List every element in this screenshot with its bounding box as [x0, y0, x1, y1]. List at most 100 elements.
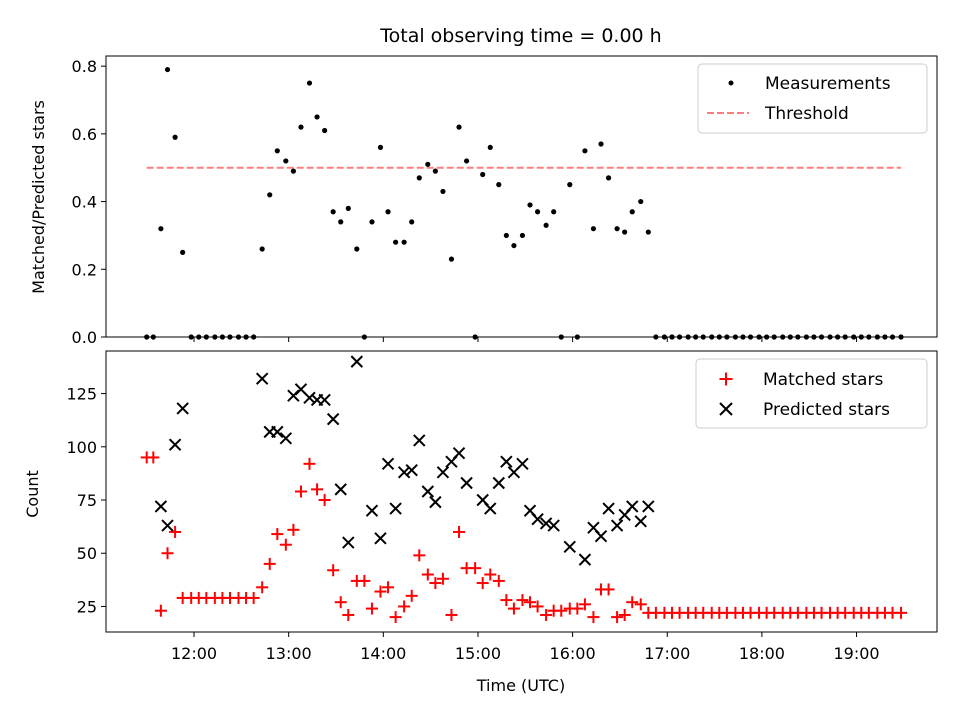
measurement-point: [582, 148, 588, 154]
matched-point: [263, 557, 276, 570]
predicted-point: [318, 393, 331, 407]
ratio-panel: Total observing time = 0.00 h Matched/Pr…: [29, 25, 938, 347]
measurement-point: [345, 205, 351, 211]
y-tick-label: 100: [66, 438, 97, 457]
matched-point: [342, 608, 355, 621]
x-tick-label: 13:00: [266, 644, 312, 663]
y-tick-label: 0.6: [72, 125, 97, 144]
count-x-ticks: 12:00 13:00 14:00 15:00 16:00 17:00 18:00 19:00: [171, 632, 880, 663]
predicted-point: [460, 476, 473, 490]
matched-point: [492, 574, 505, 587]
predicted-point: [271, 425, 284, 439]
measurement-point: [338, 219, 344, 225]
measurement-point: [172, 134, 178, 140]
predicted-point: [429, 495, 442, 509]
predicted-point: [516, 457, 529, 471]
matched-point: [516, 594, 529, 607]
measurement-point: [480, 171, 486, 178]
matched-point: [587, 611, 600, 624]
matched-point: [484, 568, 497, 581]
predicted-point: [539, 517, 553, 530]
matched-point: [895, 606, 908, 619]
matched-point: [318, 494, 331, 507]
x-tick-label: 17:00: [644, 644, 690, 663]
measurement-point: [274, 148, 280, 154]
matched-point: [382, 581, 395, 594]
count-series: [140, 355, 908, 624]
matched-point: [626, 596, 639, 609]
ratio-y-axis-label: Matched/Predicted stars: [29, 100, 48, 294]
count-panel: Count Time (UTC) 25 50 75 100 125 12:00 13:00…: [23, 350, 938, 695]
legend-measurements-marker: [728, 80, 734, 86]
y-tick-label: 0.4: [72, 193, 97, 212]
predicted-point: [531, 512, 544, 526]
predicted-point: [326, 412, 340, 426]
matched-point: [571, 602, 584, 615]
matched-point: [500, 594, 513, 607]
y-tick-label: 25: [77, 597, 97, 616]
x-tick-label: 16:00: [550, 644, 596, 663]
matched-point: [271, 528, 284, 541]
legend-predicted-marker: [719, 402, 733, 416]
matched-point: [611, 611, 624, 624]
predicted-point: [563, 540, 576, 554]
predicted-point: [381, 457, 395, 471]
predicted-point: [436, 466, 450, 479]
chart-title: Total observing time = 0.00 h: [379, 25, 661, 47]
ratio-legend: Measurements Threshold: [697, 63, 928, 134]
matched-point: [334, 596, 347, 609]
predicted-point: [484, 502, 497, 515]
measurement-point: [534, 209, 541, 215]
matched-point: [147, 451, 160, 464]
measurement-point: [605, 175, 612, 181]
matched-point: [374, 585, 387, 598]
measurement-point: [354, 246, 360, 252]
measurement-point: [290, 168, 297, 174]
predicted-point: [350, 355, 364, 368]
measurement-point: [267, 192, 273, 198]
y-tick-label: 75: [77, 491, 97, 510]
count-legend: Matched stars Predicted stars: [695, 358, 928, 429]
measurement-point: [393, 239, 399, 245]
matched-point: [287, 523, 300, 536]
measurement-point: [527, 202, 533, 208]
matched-point: [469, 562, 482, 575]
measurement-point: [314, 114, 320, 120]
measurement-point: [306, 80, 313, 86]
measurement-point: [629, 209, 635, 215]
predicted-point: [161, 519, 174, 532]
ratio-legend-box: [697, 63, 928, 134]
measurement-point: [322, 127, 328, 134]
predicted-point: [626, 500, 639, 513]
y-tick-label: 0.8: [72, 57, 97, 76]
matched-point: [389, 611, 402, 624]
ratio-y-ticks: 0.0 0.2 0.4 0.6 0.8: [72, 57, 106, 347]
x-tick-label: 19:00: [833, 644, 879, 663]
matched-point: [358, 574, 371, 587]
predicted-point: [405, 464, 418, 477]
matched-point: [540, 608, 553, 621]
measurement-point: [464, 158, 470, 164]
matched-point: [247, 591, 260, 604]
legend-threshold-label: Threshold: [764, 104, 849, 124]
measurement-point: [503, 232, 509, 239]
legend-measurements-label: Measurements: [765, 74, 891, 94]
matched-point: [618, 608, 631, 621]
measurement-point: [416, 175, 422, 181]
predicted-point: [397, 466, 411, 479]
count-y-axis-label: Count: [23, 470, 42, 518]
ratio-plot-frame: [105, 55, 938, 338]
matched-point: [436, 572, 449, 585]
measurement-point: [645, 229, 651, 235]
measurement-point: [158, 226, 164, 232]
matched-point: [429, 577, 442, 590]
matched-point: [327, 564, 340, 577]
measurement-point: [551, 209, 557, 215]
predicted-point: [492, 476, 505, 490]
measurement-point: [543, 222, 549, 228]
x-tick-label: 12:00: [171, 644, 217, 663]
predicted-point: [634, 515, 647, 528]
predicted-point: [413, 434, 426, 447]
predicted-point: [602, 502, 615, 515]
